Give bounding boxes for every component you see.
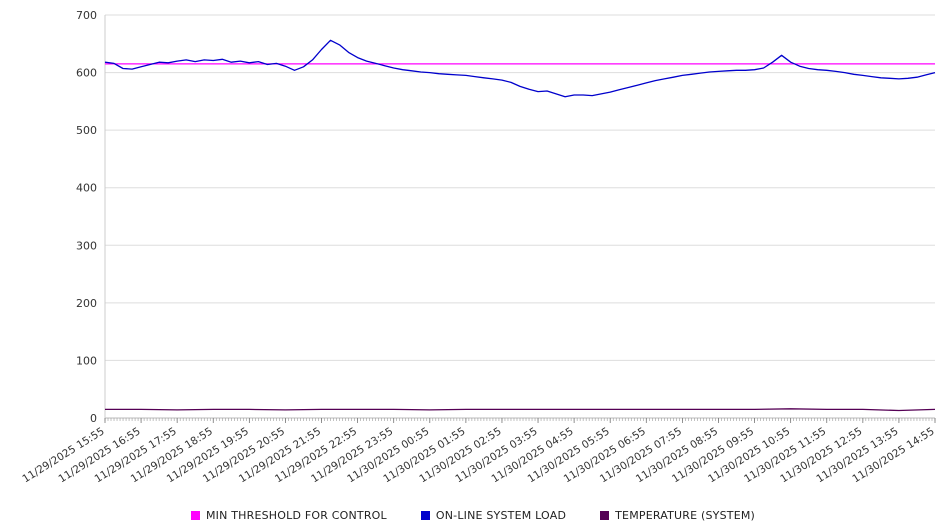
legend-swatch-icon [420,511,430,520]
legend-swatch-icon [190,511,200,520]
legend-label: TEMPERATURE (SYSTEM) [615,509,756,522]
chart-legend: MIN THRESHOLD FOR CONTROL ON-LINE SYSTEM… [0,509,946,522]
legend-item-min-threshold[interactable]: MIN THRESHOLD FOR CONTROL [190,509,387,522]
legend-item-temperature-system[interactable]: TEMPERATURE (SYSTEM) [600,509,755,522]
legend-swatch-icon [600,511,610,520]
svg-text:600: 600 [76,67,97,80]
svg-text:400: 400 [76,182,97,195]
legend-label: ON-LINE SYSTEM LOAD [435,509,567,522]
svg-text:100: 100 [76,354,97,367]
legend-label: MIN THRESHOLD FOR CONTROL [205,509,387,522]
legend-item-online-system-load[interactable]: ON-LINE SYSTEM LOAD [420,509,567,522]
svg-text:200: 200 [76,297,97,310]
svg-text:700: 700 [76,9,97,22]
svg-text:500: 500 [76,124,97,137]
svg-text:0: 0 [90,412,97,425]
svg-text:300: 300 [76,239,97,252]
